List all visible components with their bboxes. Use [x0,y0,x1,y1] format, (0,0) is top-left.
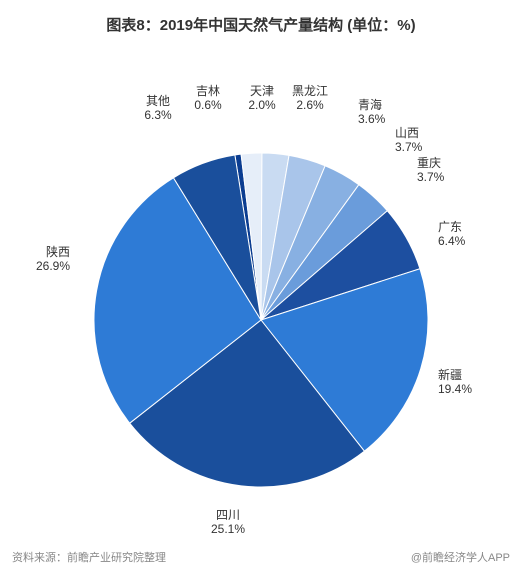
slice-label-name: 广东 [438,220,465,234]
slice-label-value: 19.4% [438,382,472,396]
slice-label: 广东6.4% [438,220,465,249]
slice-label-name: 陕西 [0,245,70,259]
slice-label: 青海3.6% [358,98,385,127]
chart-footer: 资料来源：前瞻产业研究院整理 @前瞻经济学人APP [12,547,510,565]
slice-label: 其他6.3% [128,94,188,123]
slice-label-value: 26.9% [0,259,70,273]
footer-source: 资料来源：前瞻产业研究院整理 [12,549,166,565]
slice-label-name: 四川 [198,508,258,522]
footer-watermark: @前瞻经济学人APP [411,549,510,565]
chart-title: 图表8：2019年中国天然气产量结构 (单位：%) [0,14,522,35]
slice-label-name: 山西 [395,126,422,140]
slice-label-name: 其他 [128,94,188,108]
slice-label: 陕西26.9% [0,245,70,274]
slice-label: 新疆19.4% [438,368,472,397]
slice-label-name: 新疆 [438,368,472,382]
slice-label: 黑龙江2.6% [280,84,340,113]
slice-label-value: 25.1% [198,522,258,536]
slice-label-name: 黑龙江 [280,84,340,98]
slice-label: 四川25.1% [198,508,258,537]
slice-label-value: 3.7% [417,170,444,184]
slice-label-name: 重庆 [417,156,444,170]
slice-label-name: 青海 [358,98,385,112]
slice-label-value: 6.4% [438,234,465,248]
slice-label: 山西3.7% [395,126,422,155]
pie-svg [0,50,522,540]
slice-label-value: 3.6% [358,112,385,126]
slice-label-value: 2.6% [280,98,340,112]
slice-label-value: 6.3% [128,108,188,122]
pie-chart: 吉林0.6%天津2.0%黑龙江2.6%青海3.6%山西3.7%重庆3.7%广东6… [0,50,522,540]
slice-label-value: 3.7% [395,140,422,154]
slice-label: 重庆3.7% [417,156,444,185]
chart-container: 图表8：2019年中国天然气产量结构 (单位：%) 吉林0.6%天津2.0%黑龙… [0,0,522,575]
